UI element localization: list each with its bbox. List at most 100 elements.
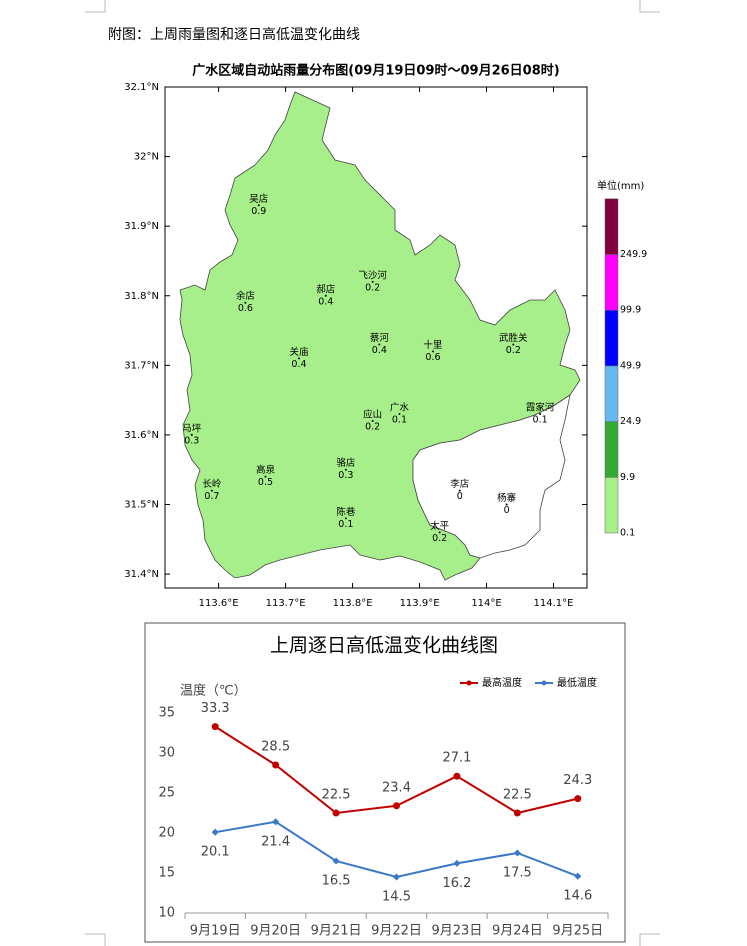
lat-tick-label: 31.6°N (124, 430, 159, 441)
lon-tick-label: 113.9°E (400, 598, 440, 609)
data-label: 22.5 (322, 788, 351, 803)
map-title: 广水区域自动站雨量分布图(09月19日09时～09月26日08时) (192, 63, 559, 79)
lon-tick-label: 113.6°E (199, 598, 239, 609)
station-name: 太平 (430, 520, 450, 532)
x-tick-label: 9月21日 (311, 924, 362, 939)
lat-tick-label: 32.1°N (124, 82, 159, 93)
station-dot (297, 357, 300, 360)
station-value: 0.4 (372, 345, 387, 356)
point (272, 818, 280, 826)
station-value: 0.2 (365, 282, 380, 293)
station-dot (458, 489, 461, 492)
data-label: 16.2 (442, 876, 471, 891)
point (513, 849, 521, 857)
station-value: 0.6 (238, 303, 253, 314)
station-value: 0.4 (318, 296, 333, 307)
point (453, 772, 461, 780)
chart-title: 上周逐日高低温变化曲线图 (270, 635, 498, 657)
x-tick-label: 9月20日 (250, 924, 301, 939)
point (574, 795, 582, 803)
x-tick-label: 9月24日 (492, 924, 543, 939)
lon-tick-label: 114.1°E (534, 598, 574, 609)
lat-tick-label: 31.9°N (124, 221, 159, 232)
station-dot (512, 343, 515, 346)
legend-swatch (604, 365, 619, 422)
data-label: 23.4 (382, 780, 411, 795)
point (211, 723, 219, 731)
station-name: 关庙 (289, 346, 308, 358)
y-tick-label: 15 (158, 866, 175, 881)
station-name: 马坪 (182, 422, 202, 434)
point (393, 802, 400, 810)
data-label: 27.1 (442, 751, 471, 766)
station-value: 0.7 (204, 491, 219, 502)
caption: 附图：上周雨量图和逐日高低温变化曲线 (108, 26, 360, 43)
page-corners (85, 0, 660, 946)
data-label: 28.5 (261, 740, 290, 755)
legend-swatch (604, 309, 619, 367)
station-dot (398, 413, 401, 416)
point (211, 828, 219, 836)
legend-swatch (604, 198, 619, 255)
legend-level: 24.9 (620, 416, 641, 427)
legend-level: 49.9 (620, 360, 641, 371)
station-name: 蔡河 (370, 332, 390, 344)
legend-label: 最高温度 (482, 676, 522, 689)
data-label: 17.5 (503, 866, 532, 881)
station-name: 武胜关 (499, 332, 528, 344)
x-tick-label: 9月19日 (190, 924, 241, 939)
station-dot (344, 468, 347, 471)
station-name: 广水 (390, 402, 410, 414)
legend-marker (466, 680, 472, 686)
station-name: 郝店 (316, 283, 335, 295)
station-name: 余店 (236, 290, 255, 302)
legend-swatch (604, 421, 619, 478)
point (272, 761, 280, 769)
y-tick-label: 20 (158, 826, 175, 841)
station-value: 0.3 (338, 470, 353, 481)
legend-level: 0.1 (620, 528, 635, 539)
x-tick-label: 9月23日 (432, 924, 483, 939)
legend-level: 9.9 (620, 472, 635, 483)
point (574, 872, 582, 880)
legend-swatch (604, 477, 619, 534)
station-value: 0.9 (251, 206, 266, 217)
legend-label: 最低温度 (557, 676, 597, 689)
station-value: 0.2 (432, 533, 447, 544)
point (332, 809, 340, 817)
station-dot (190, 433, 193, 436)
station-value: 0.6 (425, 352, 440, 363)
lat-tick-label: 31.5°N (124, 500, 159, 511)
lat-tick-label: 31.4°N (124, 569, 159, 580)
station-value: 0.5 (258, 477, 273, 488)
station-name: 十里 (423, 339, 442, 351)
region-fill (179, 91, 581, 581)
station-dot (438, 531, 441, 534)
station-name: 杨寨 (497, 492, 517, 504)
y-axis-label: 温度（℃） (180, 683, 247, 699)
station-value: 0.1 (338, 519, 353, 530)
station-value: 0.1 (533, 415, 548, 426)
y-tick-label: 30 (158, 746, 175, 761)
station-dot (244, 301, 247, 304)
y-tick-label: 25 (158, 786, 175, 801)
station-value: 0.1 (392, 415, 407, 426)
station-dot (371, 280, 374, 283)
data-label: 14.5 (382, 890, 411, 905)
x-tick-label: 9月22日 (371, 924, 422, 939)
station-dot (539, 413, 542, 416)
station-name: 霞家河 (526, 402, 555, 414)
station-name: 高泉 (256, 464, 276, 476)
legend-level: 99.9 (620, 305, 641, 316)
station-dot (505, 503, 508, 506)
data-label: 14.6 (563, 889, 592, 904)
station-name: 长岭 (202, 478, 222, 490)
station-name: 骆店 (336, 457, 355, 469)
y-tick-label: 10 (158, 906, 175, 921)
station-dot (264, 475, 267, 478)
point (453, 859, 461, 867)
lon-tick-label: 113.8°E (333, 598, 373, 609)
legend-level: 249.9 (620, 249, 647, 260)
data-label: 21.4 (261, 834, 290, 849)
data-label: 20.1 (201, 845, 230, 860)
